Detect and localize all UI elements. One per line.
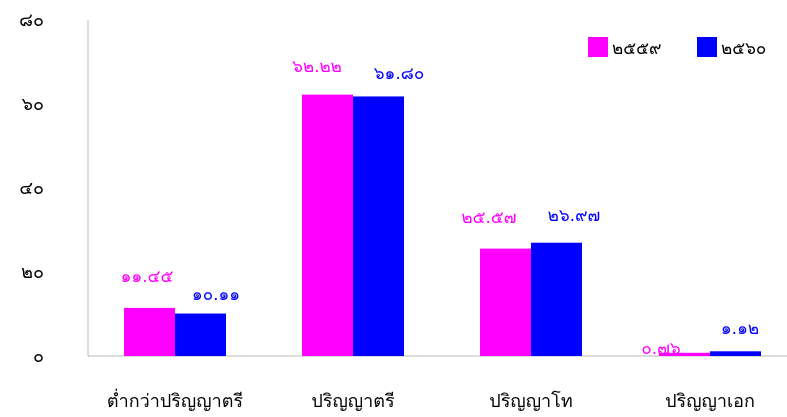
- data-label: ๑.๑๒: [721, 319, 759, 339]
- data-label: ๑๑.๔๕: [121, 267, 174, 287]
- y-tick-label: ๖๐: [22, 94, 44, 115]
- bar-series2: [531, 242, 582, 356]
- bar-series1: [659, 352, 710, 356]
- y-tick-label: ๒๐: [21, 262, 44, 283]
- data-label: ๒๖.๙๗: [548, 206, 601, 226]
- legend-label: ๒๕๖๐: [721, 39, 766, 59]
- data-label: ๖๒.๒๒: [292, 57, 342, 77]
- bar-series2: [710, 351, 761, 356]
- x-category-label: ปริญญาโท: [489, 390, 572, 412]
- bar-series2: [175, 313, 226, 356]
- legend-label: ๒๕๕๙: [612, 39, 661, 59]
- y-tick-label: ๐: [33, 346, 44, 367]
- x-category-label: ต่ำกว่าปริญญาตรี: [107, 388, 243, 412]
- data-label: ๒๕.๕๗: [461, 208, 516, 228]
- data-label: ๐.๗๖: [641, 339, 680, 359]
- legend-swatch: [588, 37, 608, 57]
- data-label: ๑๐.๑๑: [192, 285, 240, 305]
- bar-series1: [480, 248, 531, 356]
- legend: ๒๕๕๙ ๒๕๖๐: [588, 37, 766, 59]
- x-category-label: ปริญญาตรี: [311, 391, 395, 412]
- y-tick-label: ๔๐: [19, 178, 44, 199]
- legend-swatch: [697, 37, 717, 57]
- category-labels: ต่ำกว่าปริญญาตรี ปริญญาตรี ปริญญาโท ปริญญาเ…: [107, 388, 755, 412]
- data-label: ๖๑.๘๐: [374, 64, 424, 84]
- y-tick-label: ๘๐: [19, 10, 44, 31]
- bar-series1: [124, 307, 175, 356]
- bars: [124, 94, 761, 357]
- y-axis-ticks: ๐ ๒๐ ๔๐ ๖๐ ๘๐: [19, 10, 44, 367]
- bar-series1: [302, 94, 353, 357]
- x-category-label: ปริญญาเอก: [665, 391, 755, 412]
- bar-series2: [353, 96, 404, 356]
